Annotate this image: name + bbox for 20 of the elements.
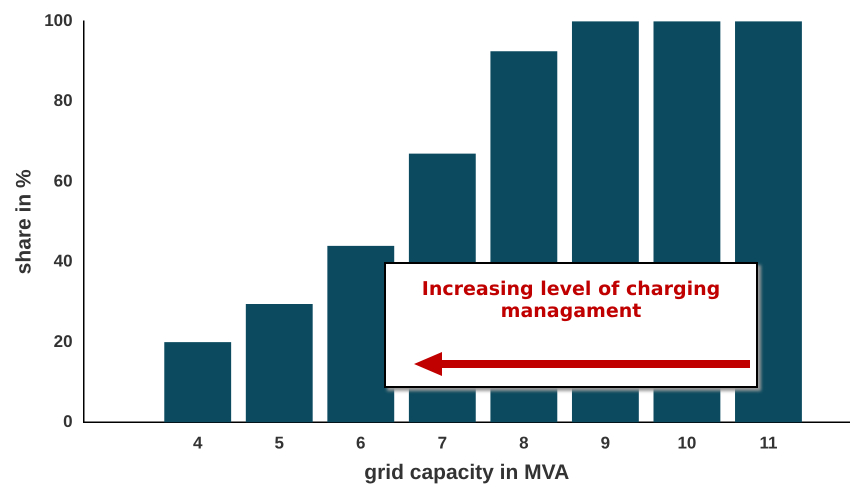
bar [164, 342, 232, 422]
annotation: Increasing level of charging managament [420, 278, 722, 322]
callout-box: Increasing level of charging managament [384, 262, 758, 388]
x-tick-label: 5 [274, 433, 284, 452]
x-tick-label: 10 [677, 433, 696, 452]
x-tick-label: 7 [438, 433, 448, 452]
x-tick-label: 4 [192, 433, 203, 452]
x-tick-label: 11 [759, 433, 778, 452]
x-tick-label: 8 [519, 433, 529, 452]
y-tick-label: 20 [54, 332, 73, 351]
bar [246, 304, 313, 422]
y-tick-label: 80 [54, 91, 73, 110]
y-tick-label: 60 [54, 171, 73, 190]
y-tick-label: 0 [63, 412, 73, 432]
x-axis-title: grid capacity in MVA [364, 461, 570, 484]
x-tick-label: 6 [356, 433, 366, 452]
y-tick-label: 100 [44, 10, 73, 30]
x-tick-label: 9 [600, 433, 610, 452]
y-tick-label: 40 [54, 252, 73, 271]
y-axis-title: share in % [12, 168, 36, 274]
